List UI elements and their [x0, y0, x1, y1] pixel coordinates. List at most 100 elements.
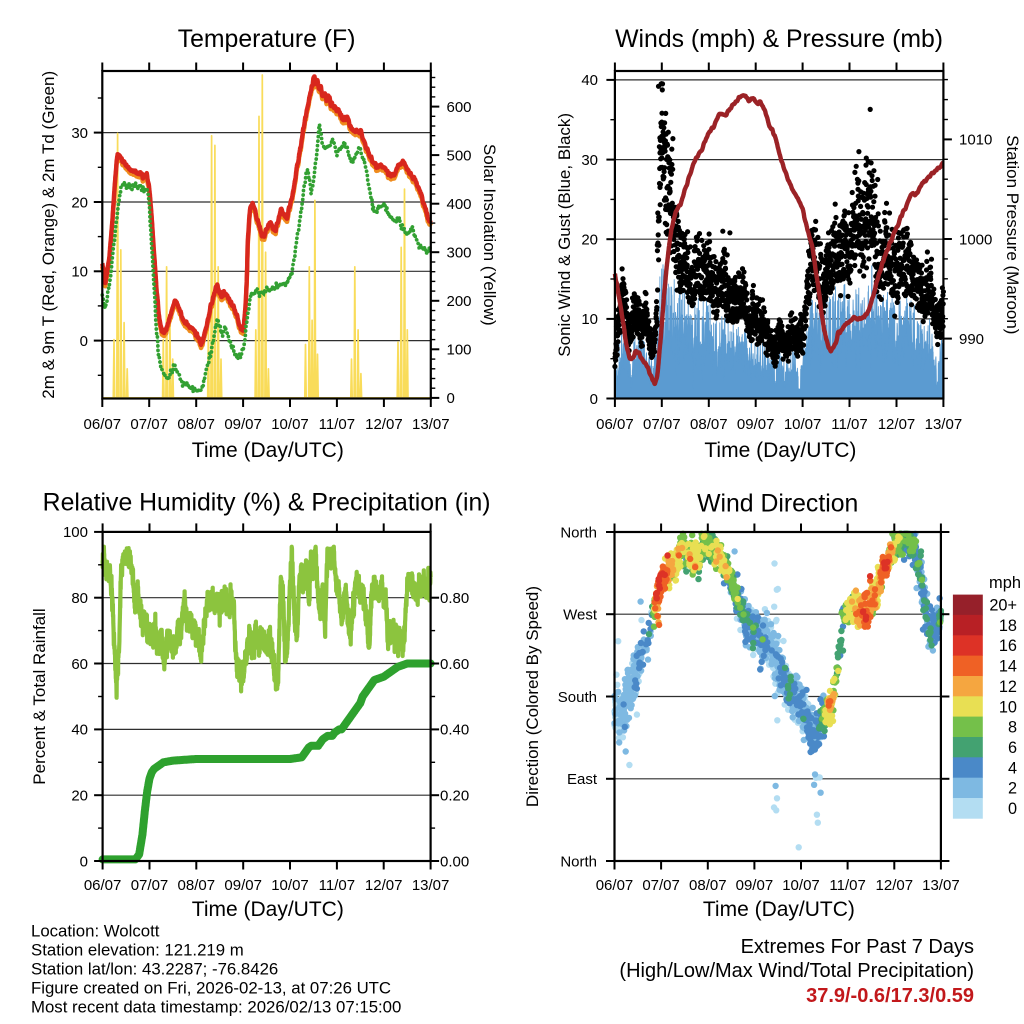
- svg-text:200: 200: [447, 293, 472, 310]
- svg-text:0: 0: [1008, 800, 1017, 818]
- svg-text:10: 10: [71, 264, 88, 281]
- svg-text:10/07: 10/07: [271, 877, 309, 894]
- svg-text:40: 40: [581, 72, 598, 89]
- svg-text:12/07: 12/07: [365, 877, 403, 894]
- svg-text:300: 300: [447, 245, 472, 262]
- svg-text:13/07: 13/07: [922, 877, 960, 894]
- svg-text:07/07: 07/07: [131, 877, 169, 894]
- svg-text:60: 60: [71, 656, 88, 673]
- svg-text:100: 100: [447, 342, 472, 359]
- svg-text:10/07: 10/07: [782, 877, 820, 894]
- svg-text:10: 10: [999, 698, 1017, 716]
- svg-text:11/07: 11/07: [829, 877, 865, 894]
- svg-text:North: North: [560, 524, 597, 541]
- svg-text:13/07: 13/07: [925, 416, 963, 433]
- svg-text:Winds (mph) & Pressure (mb): Winds (mph) & Pressure (mb): [615, 26, 943, 53]
- svg-text:20: 20: [71, 788, 88, 805]
- svg-text:09/07: 09/07: [736, 877, 774, 894]
- svg-text:10/07: 10/07: [271, 416, 309, 433]
- svg-text:37.9/-0.6/17.3/0.59: 37.9/-0.6/17.3/0.59: [806, 985, 974, 1007]
- svg-text:Station Pressure (Maroon): Station Pressure (Maroon): [1003, 135, 1022, 334]
- svg-text:0: 0: [447, 390, 455, 407]
- svg-text:2m & 9m T (Red, Orange) & 2m T: 2m & 9m T (Red, Orange) & 2m Td (Green): [39, 71, 58, 399]
- svg-text:4: 4: [1008, 759, 1017, 777]
- svg-text:18: 18: [999, 617, 1017, 635]
- svg-text:0.60: 0.60: [440, 656, 469, 673]
- svg-text:2: 2: [1008, 780, 1017, 798]
- svg-text:400: 400: [447, 196, 472, 213]
- svg-text:100: 100: [63, 524, 88, 541]
- svg-text:20+: 20+: [989, 597, 1017, 615]
- svg-text:600: 600: [447, 99, 472, 116]
- svg-text:06/07: 06/07: [596, 416, 634, 433]
- svg-text:(High/Low/Max Wind/Total Preci: (High/Low/Max Wind/Total Precipitation): [619, 960, 974, 982]
- svg-text:1000: 1000: [959, 231, 992, 248]
- svg-text:09/07: 09/07: [737, 416, 775, 433]
- svg-text:07/07: 07/07: [642, 877, 680, 894]
- svg-text:Extremes For Past 7 Days: Extremes For Past 7 Days: [741, 936, 974, 958]
- svg-text:0.40: 0.40: [440, 722, 469, 739]
- svg-text:0: 0: [80, 333, 88, 350]
- svg-text:0.20: 0.20: [440, 788, 469, 805]
- svg-text:13/07: 13/07: [412, 416, 450, 433]
- svg-text:Station elevation: 121.219 m: Station elevation: 121.219 m: [31, 941, 244, 960]
- svg-text:11/07: 11/07: [831, 416, 867, 433]
- svg-text:07/07: 07/07: [643, 416, 681, 433]
- svg-text:Figure created on Fri, 2026-02: Figure created on Fri, 2026-02-13, at 07…: [31, 978, 391, 997]
- svg-text:Solar Insolation (Yellow): Solar Insolation (Yellow): [480, 144, 499, 326]
- svg-text:09/07: 09/07: [224, 877, 262, 894]
- svg-text:Time (Day/UTC): Time (Day/UTC): [703, 898, 855, 921]
- svg-text:Wind Direction: Wind Direction: [697, 491, 858, 518]
- svg-text:06/07: 06/07: [84, 416, 122, 433]
- svg-text:13/07: 13/07: [412, 877, 450, 894]
- svg-text:12/07: 12/07: [365, 416, 403, 433]
- svg-text:North: North: [560, 853, 597, 870]
- svg-text:Time (Day/UTC): Time (Day/UTC): [704, 439, 856, 462]
- svg-text:16: 16: [999, 637, 1017, 655]
- svg-text:mph: mph: [989, 574, 1021, 592]
- svg-text:0.80: 0.80: [440, 590, 469, 607]
- svg-text:Relative Humidity (%) & Precip: Relative Humidity (%) & Precipitation (i…: [43, 490, 491, 517]
- svg-text:Time (Day/UTC): Time (Day/UTC): [192, 439, 344, 462]
- svg-text:Most recent data timestamp: 20: Most recent data timestamp: 2026/02/13 0…: [31, 997, 401, 1016]
- svg-text:09/07: 09/07: [224, 416, 262, 433]
- svg-text:Location: Wolcott: Location: Wolcott: [31, 922, 160, 941]
- svg-text:10: 10: [581, 311, 598, 328]
- svg-text:East: East: [567, 771, 598, 788]
- svg-text:West: West: [563, 607, 598, 624]
- svg-text:0: 0: [80, 853, 88, 870]
- svg-text:06/07: 06/07: [84, 877, 122, 894]
- svg-text:Percent & Total Rainfall: Percent & Total Rainfall: [30, 608, 49, 784]
- svg-text:08/07: 08/07: [177, 416, 215, 433]
- svg-text:Direction (Colored By Speed): Direction (Colored By Speed): [523, 586, 542, 807]
- svg-text:12/07: 12/07: [878, 416, 916, 433]
- svg-text:Sonic Wind & Gust (Blue, Black: Sonic Wind & Gust (Blue, Black): [555, 113, 574, 357]
- svg-text:06/07: 06/07: [596, 877, 634, 894]
- svg-text:08/07: 08/07: [178, 877, 216, 894]
- svg-text:South: South: [558, 689, 597, 706]
- svg-text:12: 12: [999, 678, 1017, 696]
- svg-text:Time (Day/UTC): Time (Day/UTC): [192, 898, 344, 921]
- svg-text:14: 14: [999, 658, 1017, 676]
- svg-text:20: 20: [581, 232, 598, 249]
- svg-text:40: 40: [71, 722, 88, 739]
- svg-text:Temperature (F): Temperature (F): [178, 26, 356, 53]
- svg-text:500: 500: [447, 147, 472, 164]
- svg-text:30: 30: [581, 152, 598, 169]
- svg-text:11/07: 11/07: [319, 416, 355, 433]
- svg-text:08/07: 08/07: [689, 877, 727, 894]
- svg-text:10/07: 10/07: [784, 416, 822, 433]
- svg-text:0.00: 0.00: [440, 853, 469, 870]
- svg-text:990: 990: [959, 331, 984, 348]
- svg-text:80: 80: [71, 590, 88, 607]
- svg-text:8: 8: [1008, 719, 1017, 737]
- svg-text:20: 20: [71, 194, 88, 211]
- svg-text:6: 6: [1008, 739, 1017, 757]
- svg-text:08/07: 08/07: [690, 416, 728, 433]
- svg-text:1010: 1010: [959, 132, 992, 149]
- svg-text:0: 0: [590, 391, 598, 408]
- svg-text:07/07: 07/07: [130, 416, 168, 433]
- svg-text:30: 30: [71, 125, 88, 142]
- svg-text:12/07: 12/07: [876, 877, 914, 894]
- svg-text:11/07: 11/07: [319, 877, 355, 894]
